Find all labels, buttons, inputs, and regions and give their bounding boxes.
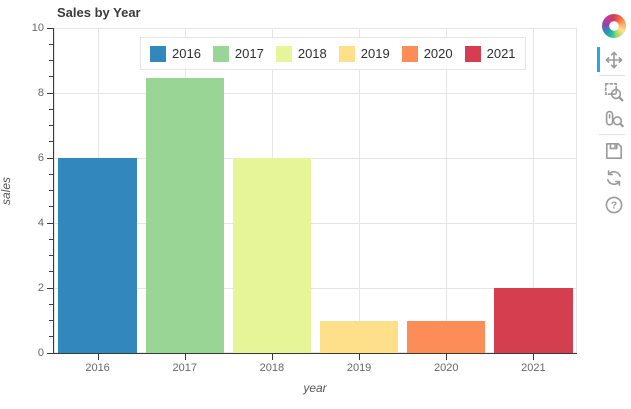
x-major-tick	[359, 354, 361, 360]
x-tick-label: 2018	[259, 362, 285, 374]
toolbar-separator	[599, 134, 625, 135]
x-major-tick	[97, 354, 99, 360]
wheel-zoom-icon	[604, 109, 624, 129]
legend-swatch-icon	[212, 45, 229, 62]
y-minor-tick	[49, 173, 53, 175]
legend-item-2019: 2019	[338, 45, 390, 62]
y-tick-label: 2	[37, 282, 44, 294]
legend-item-2018: 2018	[275, 45, 327, 62]
bokeh-logo-icon[interactable]	[602, 14, 626, 38]
pan-tool-button[interactable]	[597, 46, 629, 73]
y-tick-label: 10	[31, 22, 44, 34]
legend-swatch-icon	[150, 45, 166, 62]
y-minor-tick	[49, 43, 53, 45]
reset-icon	[604, 168, 624, 188]
legend-item-2017: 2017	[212, 45, 264, 62]
x-axis-title: year	[303, 381, 327, 395]
x-tick-label: 2016	[85, 362, 110, 374]
legend-label: 2020	[423, 46, 453, 61]
y-minor-tick	[49, 206, 53, 208]
y-major-tick	[47, 352, 53, 354]
help-tool-button[interactable]: ?	[599, 191, 629, 218]
y-minor-tick	[49, 271, 53, 273]
chart-title: Sales by Year	[57, 5, 141, 20]
x-gridline	[446, 28, 448, 353]
bar-2016	[58, 158, 137, 353]
x-gridline	[359, 28, 361, 353]
help-icon: ?	[604, 195, 624, 215]
wheel-zoom-tool-button[interactable]	[599, 105, 629, 132]
legend: 2016 2017 2018 2019 2020 2021	[140, 37, 526, 70]
legend-swatch-icon	[401, 45, 418, 62]
y-gridline	[54, 287, 577, 289]
x-major-tick	[271, 354, 273, 360]
y-minor-tick	[49, 255, 53, 256]
pan-icon	[604, 50, 624, 70]
y-axis-line	[53, 28, 54, 354]
bar-2020	[407, 320, 486, 353]
save-tool-button[interactable]	[599, 137, 629, 164]
x-major-tick	[533, 354, 535, 360]
x-gridline	[533, 28, 535, 353]
toolbar-buttons: ?	[597, 46, 629, 218]
legend-item-2016: 2016	[150, 45, 201, 62]
y-minor-tick	[49, 76, 53, 78]
legend-swatch-icon	[338, 45, 355, 62]
y-minor-tick	[49, 190, 53, 191]
y-minor-tick	[49, 141, 53, 143]
toolbar-separator	[599, 75, 625, 76]
y-minor-tick	[49, 125, 53, 126]
y-minor-tick	[49, 108, 53, 110]
y-tick-label: 4	[37, 217, 44, 229]
x-major-tick	[446, 354, 448, 360]
y-minor-tick	[49, 303, 53, 305]
x-tick-label: 2019	[346, 362, 372, 374]
reset-tool-button[interactable]	[599, 164, 629, 191]
x-tick-label: 2020	[434, 362, 459, 374]
box-zoom-icon	[604, 82, 624, 102]
y-major-tick	[47, 92, 53, 94]
active-tool-indicator	[597, 47, 600, 72]
y-minor-tick	[49, 60, 53, 61]
y-major-tick	[47, 27, 53, 29]
y-gridline	[54, 27, 577, 29]
y-minor-tick	[49, 238, 53, 240]
save-icon	[604, 141, 624, 161]
y-major-tick	[47, 157, 53, 159]
legend-item-2021: 2021	[464, 45, 516, 62]
svg-text:?: ?	[611, 200, 617, 211]
bar-2017	[145, 78, 224, 353]
y-minor-tick	[49, 320, 53, 321]
legend-label: 2017	[234, 46, 264, 61]
y-axis-title: sales	[0, 177, 13, 206]
y-major-tick	[47, 287, 53, 289]
bar-2021	[494, 288, 573, 353]
box-zoom-tool-button[interactable]	[599, 78, 629, 105]
toolbar: ?	[597, 14, 630, 218]
y-tick-label: 0	[37, 347, 44, 359]
bar-2018	[232, 158, 312, 353]
x-tick-label: 2021	[521, 362, 546, 374]
bar-2019	[319, 320, 399, 353]
x-major-tick	[184, 354, 186, 360]
y-tick-label: 6	[37, 152, 44, 164]
legend-swatch-icon	[464, 45, 481, 62]
legend-label: 2019	[360, 46, 390, 61]
legend-item-2020: 2020	[401, 45, 453, 62]
x-tick-label: 2017	[172, 362, 197, 374]
y-tick-label: 8	[37, 87, 44, 99]
legend-label: 2021	[486, 46, 516, 61]
legend-label: 2018	[297, 46, 327, 61]
y-gridline	[54, 92, 577, 94]
y-minor-tick	[49, 336, 53, 338]
legend-label: 2016	[172, 46, 201, 61]
x-axis-line	[53, 353, 577, 354]
legend-swatch-icon	[275, 45, 292, 62]
y-major-tick	[47, 222, 53, 224]
y-gridline	[54, 222, 577, 224]
plot-outline	[54, 28, 577, 353]
y-gridline	[54, 157, 577, 159]
